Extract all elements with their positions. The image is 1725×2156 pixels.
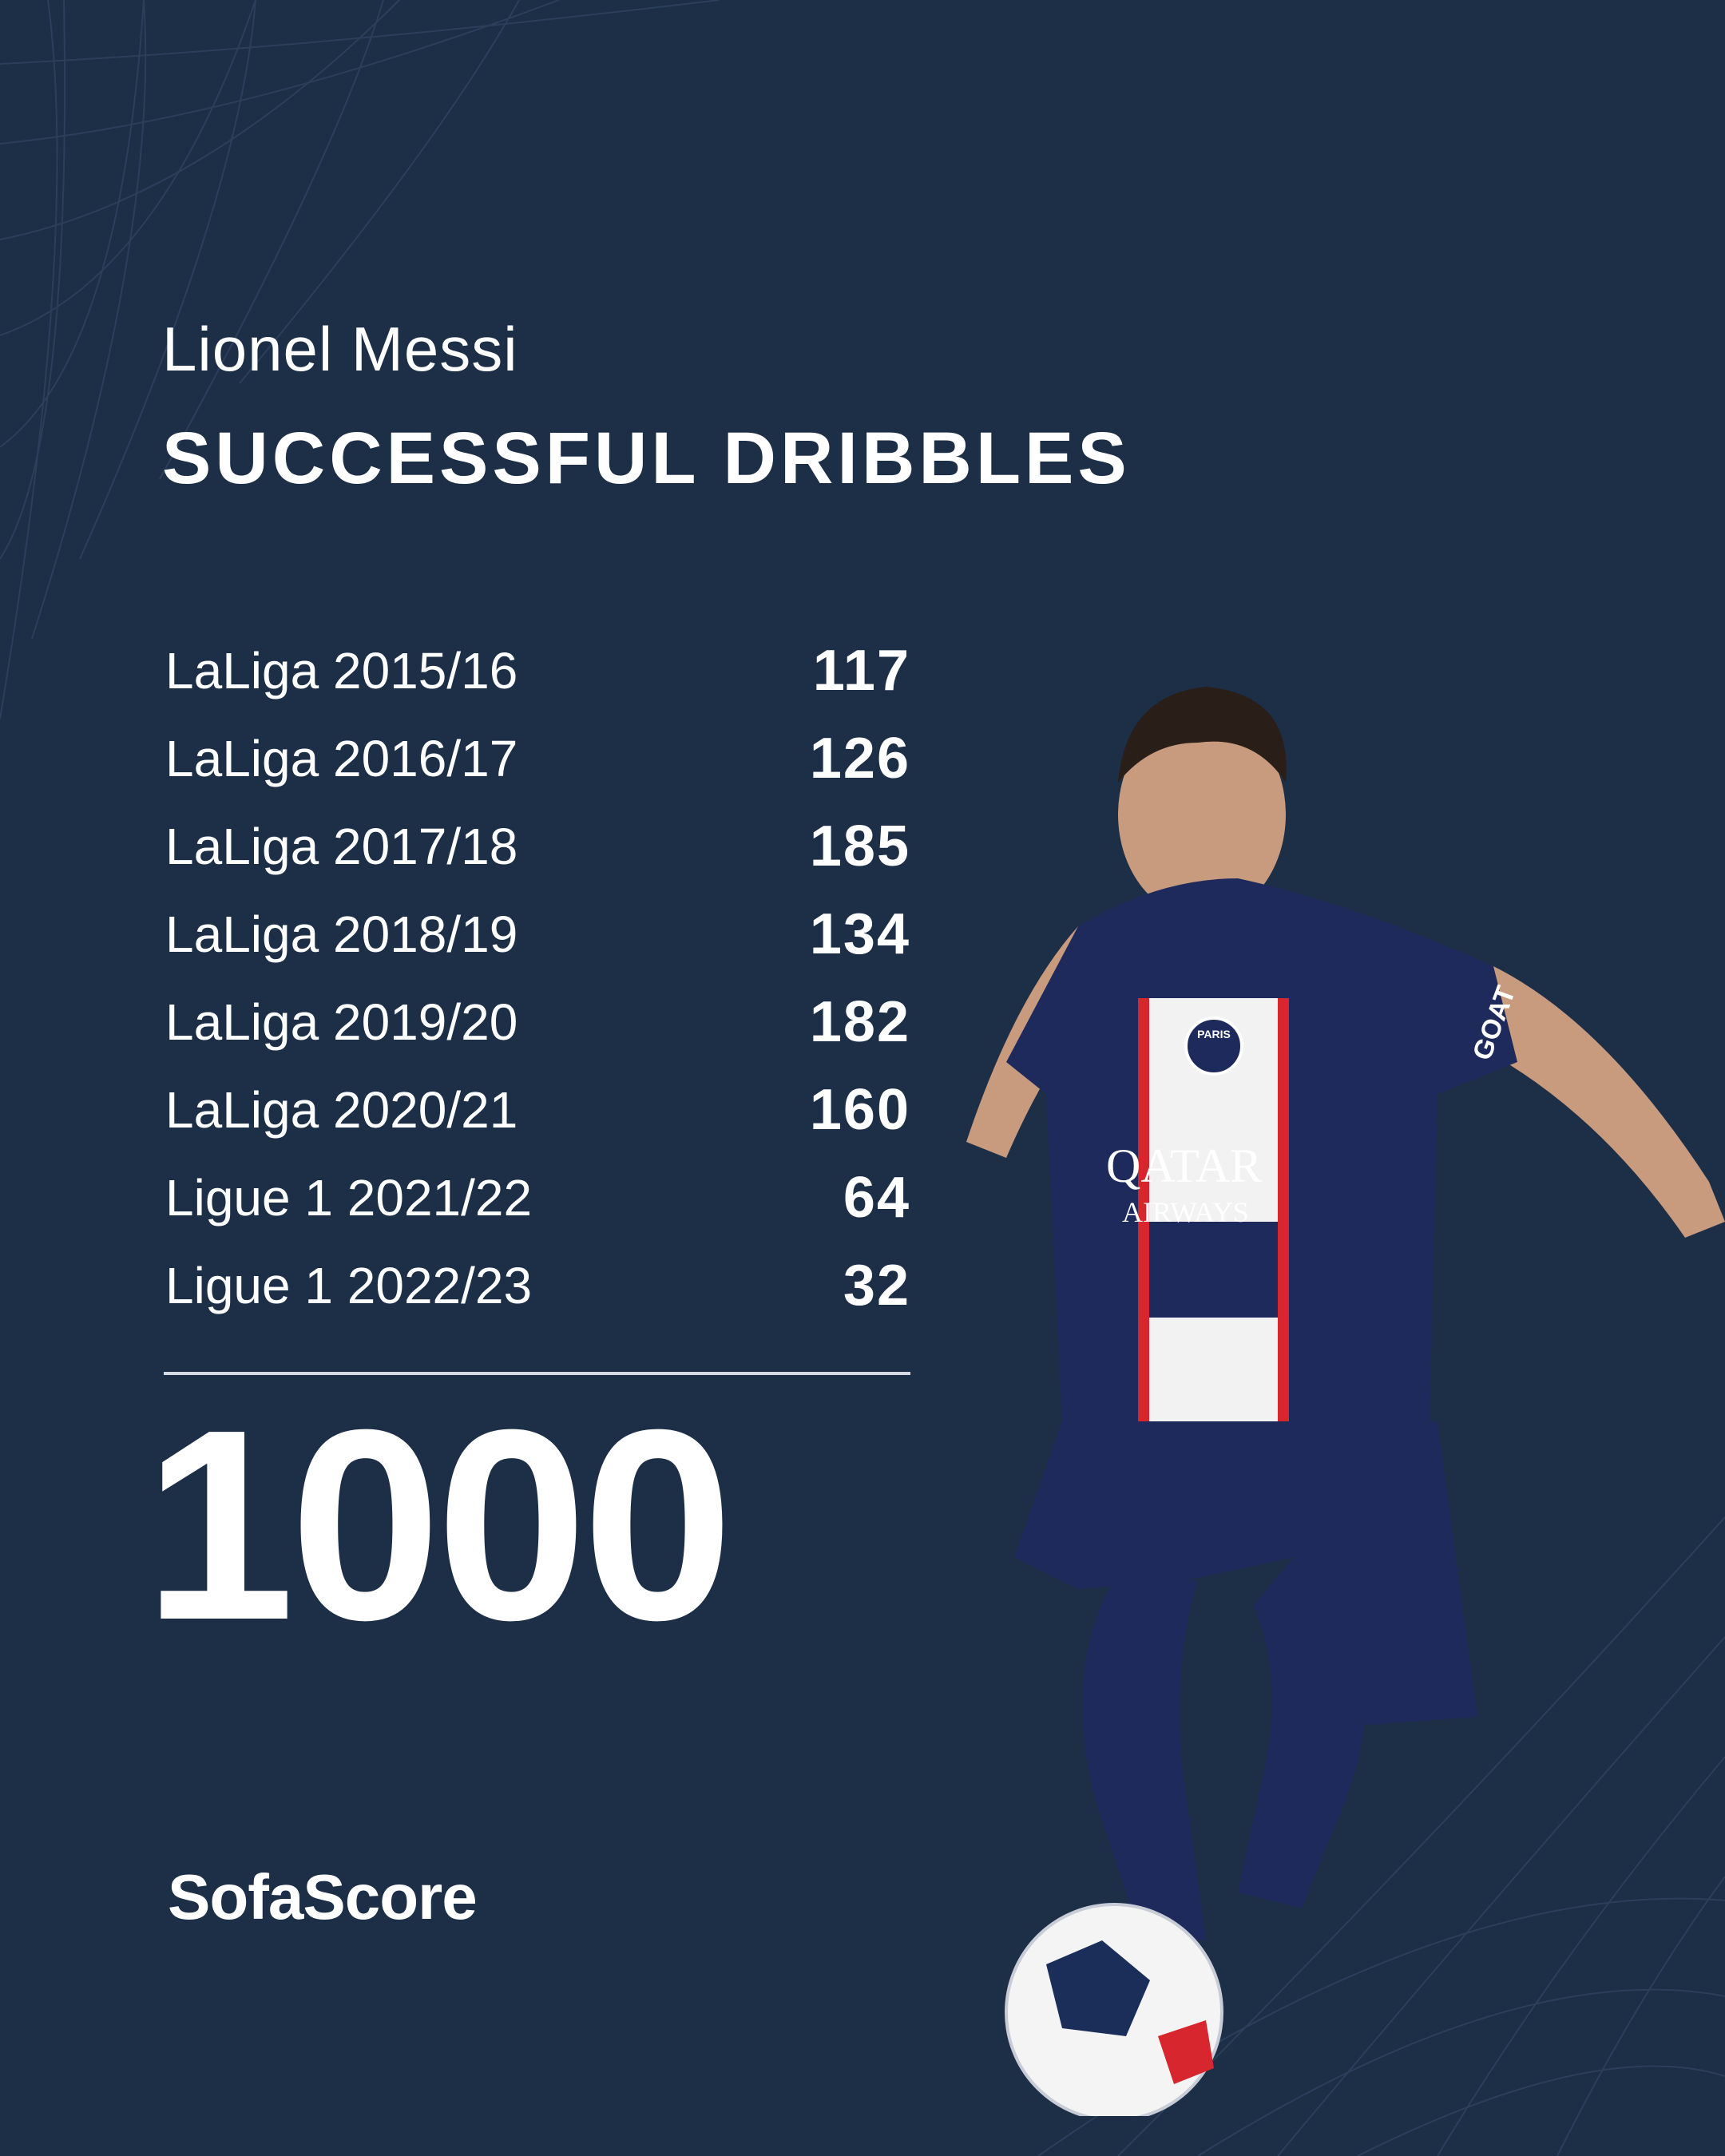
season-label: Ligue 1 2021/22 (165, 1169, 533, 1227)
season-label: LaLiga 2017/18 (165, 818, 518, 875)
season-stats-list: LaLiga 2015/16 117 LaLiga 2016/17 126 LaLi… (165, 627, 910, 1330)
season-row: LaLiga 2018/19 134 (165, 890, 910, 978)
season-label: LaLiga 2016/17 (165, 730, 518, 787)
season-value: 160 (809, 1078, 910, 1142)
season-label: LaLiga 2020/21 (165, 1081, 518, 1139)
season-value: 185 (809, 814, 910, 878)
season-value: 134 (809, 902, 910, 966)
season-value: 126 (809, 727, 910, 791)
season-label: LaLiga 2015/16 (165, 642, 518, 700)
club-badge-text: PARIS (1197, 1028, 1231, 1040)
shirt-sponsor: QATAR (1106, 1139, 1262, 1192)
season-value: 32 (843, 1254, 910, 1318)
player-name: Lionel Messi (162, 314, 518, 384)
season-value: 182 (809, 990, 910, 1054)
season-row: LaLiga 2020/21 160 (165, 1066, 910, 1154)
season-label: LaLiga 2018/19 (165, 906, 518, 963)
season-label: Ligue 1 2022/23 (165, 1257, 533, 1314)
season-row: LaLiga 2019/20 182 (165, 978, 910, 1066)
season-row: LaLiga 2016/17 126 (165, 715, 910, 803)
season-row: LaLiga 2015/16 117 (165, 627, 910, 715)
season-value: 117 (812, 639, 910, 703)
season-row: Ligue 1 2021/22 64 (165, 1154, 910, 1242)
season-value: 64 (843, 1166, 910, 1230)
season-row: LaLiga 2017/18 185 (165, 803, 910, 890)
player-photo: PARIS QATAR AIRWAYS GOAT (966, 687, 1725, 2116)
sofascore-logo: SofaScore (168, 1861, 478, 1932)
divider (164, 1372, 910, 1375)
season-row: Ligue 1 2022/23 32 (165, 1242, 910, 1330)
season-label: LaLiga 2019/20 (165, 993, 518, 1051)
stat-title: SUCCESSFUL DRIBBLES (162, 418, 1131, 499)
club-badge-icon (1184, 1017, 1243, 1076)
total-dribbles: 1000 (144, 1373, 733, 1677)
svg-text:AIRWAYS: AIRWAYS (1122, 1196, 1249, 1228)
